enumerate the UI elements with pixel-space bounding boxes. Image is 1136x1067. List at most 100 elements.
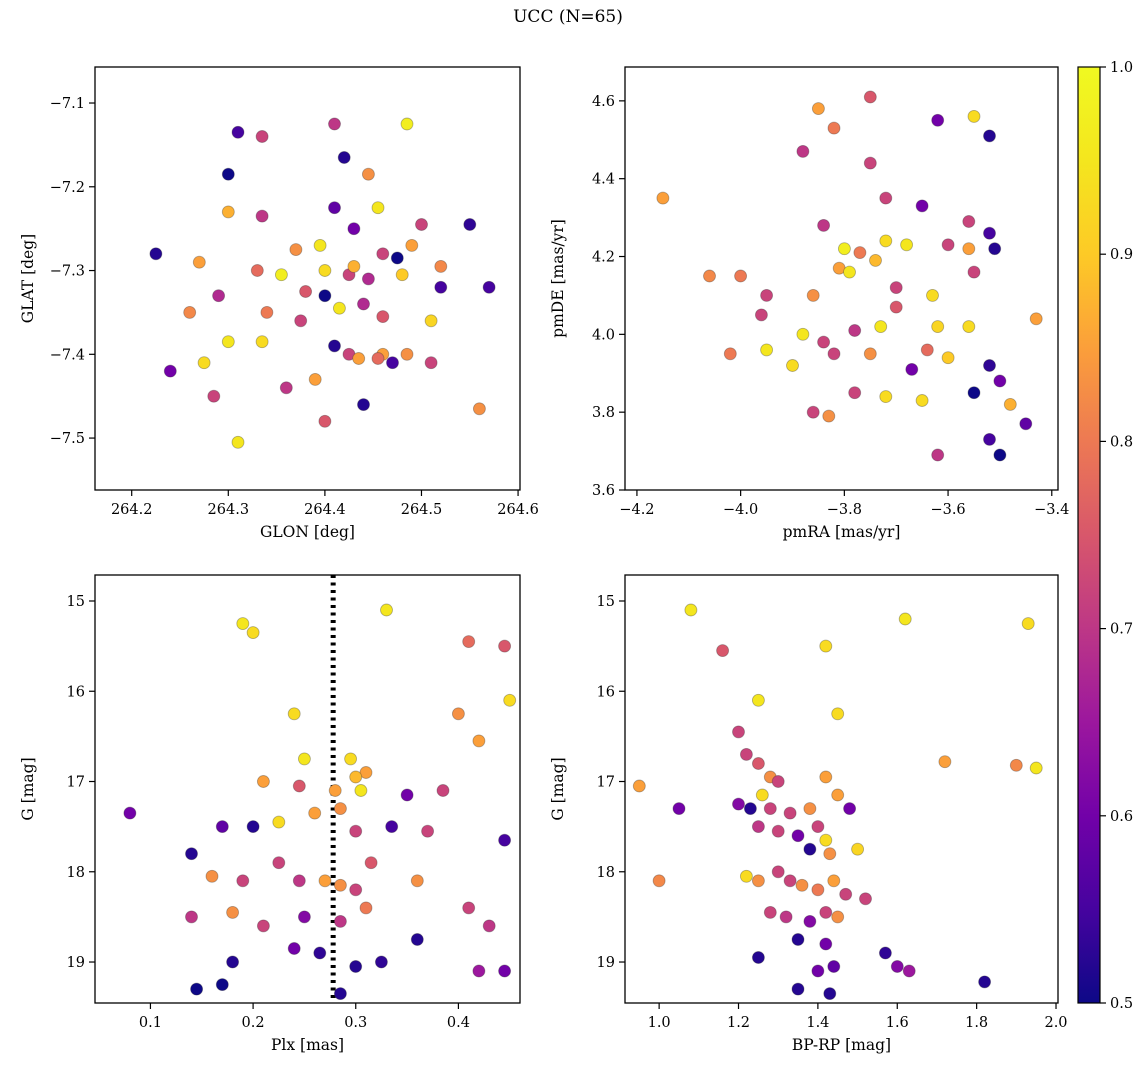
scatter-point [386,356,399,370]
colorbar-tick-label: 0.5 [1110,996,1133,1012]
scatter-point [831,788,845,802]
scatter-point [751,693,765,707]
scatter-point [803,842,817,856]
scatter-point [851,842,865,856]
colorbar: 0.5 0.6 0.7 0.8 0.9 1.0 [1077,60,1133,1012]
scatter-point [215,978,229,992]
scatter-point [463,218,477,231]
scatter-point [978,975,992,989]
scatter-point [983,432,996,446]
scatter-point [902,964,916,978]
axes-frame [624,574,1059,1004]
scatter-point [827,874,841,888]
y-axis-label-plx-g: G [mag] [19,757,37,820]
scatter-point [318,264,332,277]
y-tick-label: −7.3 [50,264,85,280]
scatter-point [333,802,347,816]
scatter-point [837,242,851,256]
scatter-point [364,856,378,870]
colorbar-tick-label: 0.7 [1110,622,1133,638]
y-tick-label: 3.6 [592,483,615,499]
scatter-point [357,297,370,311]
scatter-point [983,226,996,240]
scatter-point [811,102,825,116]
scatter-point [205,869,219,883]
scatter-point [734,269,748,283]
scatter-point [482,280,496,294]
scatter-point [786,359,799,372]
y-tick-label: −7.1 [50,96,85,112]
y-tick-label: 15 [67,594,85,610]
scatter-point [410,933,424,946]
scatter-point [920,343,934,357]
scatter-point [900,238,914,252]
scatter-point [739,747,753,761]
scatter-point [318,874,332,888]
scatter-point [313,238,327,252]
scatter-point [723,347,737,361]
scatter-points-pmra-pmde [656,90,1043,462]
scatter-point [843,802,857,816]
x-tick-label: 264.5 [401,502,443,518]
scatter-point [380,603,393,617]
scatter-point [817,335,831,349]
scatter-point [869,253,882,267]
scatter-point [333,987,347,1001]
scatter-point [938,755,952,769]
scatter-point [357,398,370,412]
scatter-point [823,987,837,1001]
colorbar-tick-label: 1.0 [1110,60,1133,76]
x-axis-label-bprp-g: BP-RP [mag] [792,1036,891,1054]
x-tick-label: 264.2 [111,502,153,518]
scatter-point [1003,397,1017,411]
scatter-point [361,272,375,286]
scatter-point [255,335,269,349]
scatter-point [983,129,996,143]
scatter-point [498,833,512,847]
x-tick-label: 1.4 [806,1015,829,1031]
y-axis-label-bprp-g: G [mag] [549,757,567,820]
y-tick-label: 3.8 [592,405,615,421]
scatter-point [732,797,745,811]
scatter-point [783,806,797,820]
scatter-point [472,964,486,978]
scatter-point [771,775,785,788]
scatter-point [988,242,1002,256]
scatter-point [318,289,332,303]
x-tick-label: −4.2 [619,502,654,518]
y-tick-label: 17 [67,775,85,791]
scatter-point [739,869,753,883]
scatter-point [819,937,833,951]
scatter-point [751,951,765,964]
scatter-point [889,300,903,314]
x-tick-label: −3.6 [930,502,965,518]
scatter-point [632,779,646,793]
scatter-point [931,320,945,334]
scatter-point [795,878,809,892]
scatter-point [308,372,322,386]
scatter-point [967,109,981,123]
colorbar-tick-label: 0.8 [1110,434,1133,450]
scatter-point [819,639,833,653]
x-tick-label: 2.0 [1044,1015,1067,1031]
scatter-point [192,255,206,269]
scatter-point [967,386,981,400]
scatter-point [349,770,363,784]
scatter-point [376,310,390,324]
scatter-point [451,707,465,721]
axes-frame [94,574,521,1004]
scatter-point [931,113,945,127]
scatter-point [755,788,769,802]
scatter-points-glon-glat [149,117,496,449]
scatter-point [817,218,831,232]
scatter-point [656,191,670,205]
x-tick-label: 0.3 [344,1015,367,1031]
plot-plx-g: 0.1 0.2 0.3 0.4 15 16 17 18 19 Plx [mas] G [mag] [19,574,521,1054]
scatter-point [760,288,774,302]
scatter-point [297,910,311,924]
plot-pmra-pmde: −4.2 −4.0 −3.8 −3.6 −3.4 3.6 3.8 4.0 4.2 4.4 4.6 pm… [549,66,1069,541]
scatter-point [376,247,390,261]
plot-glon-glat: 264.2 264.3 264.4 264.5 264.6 −7.1 −7.2 −7.3 −7.… [19,66,539,541]
scatter-point [400,117,414,131]
scatter-point [967,265,981,279]
